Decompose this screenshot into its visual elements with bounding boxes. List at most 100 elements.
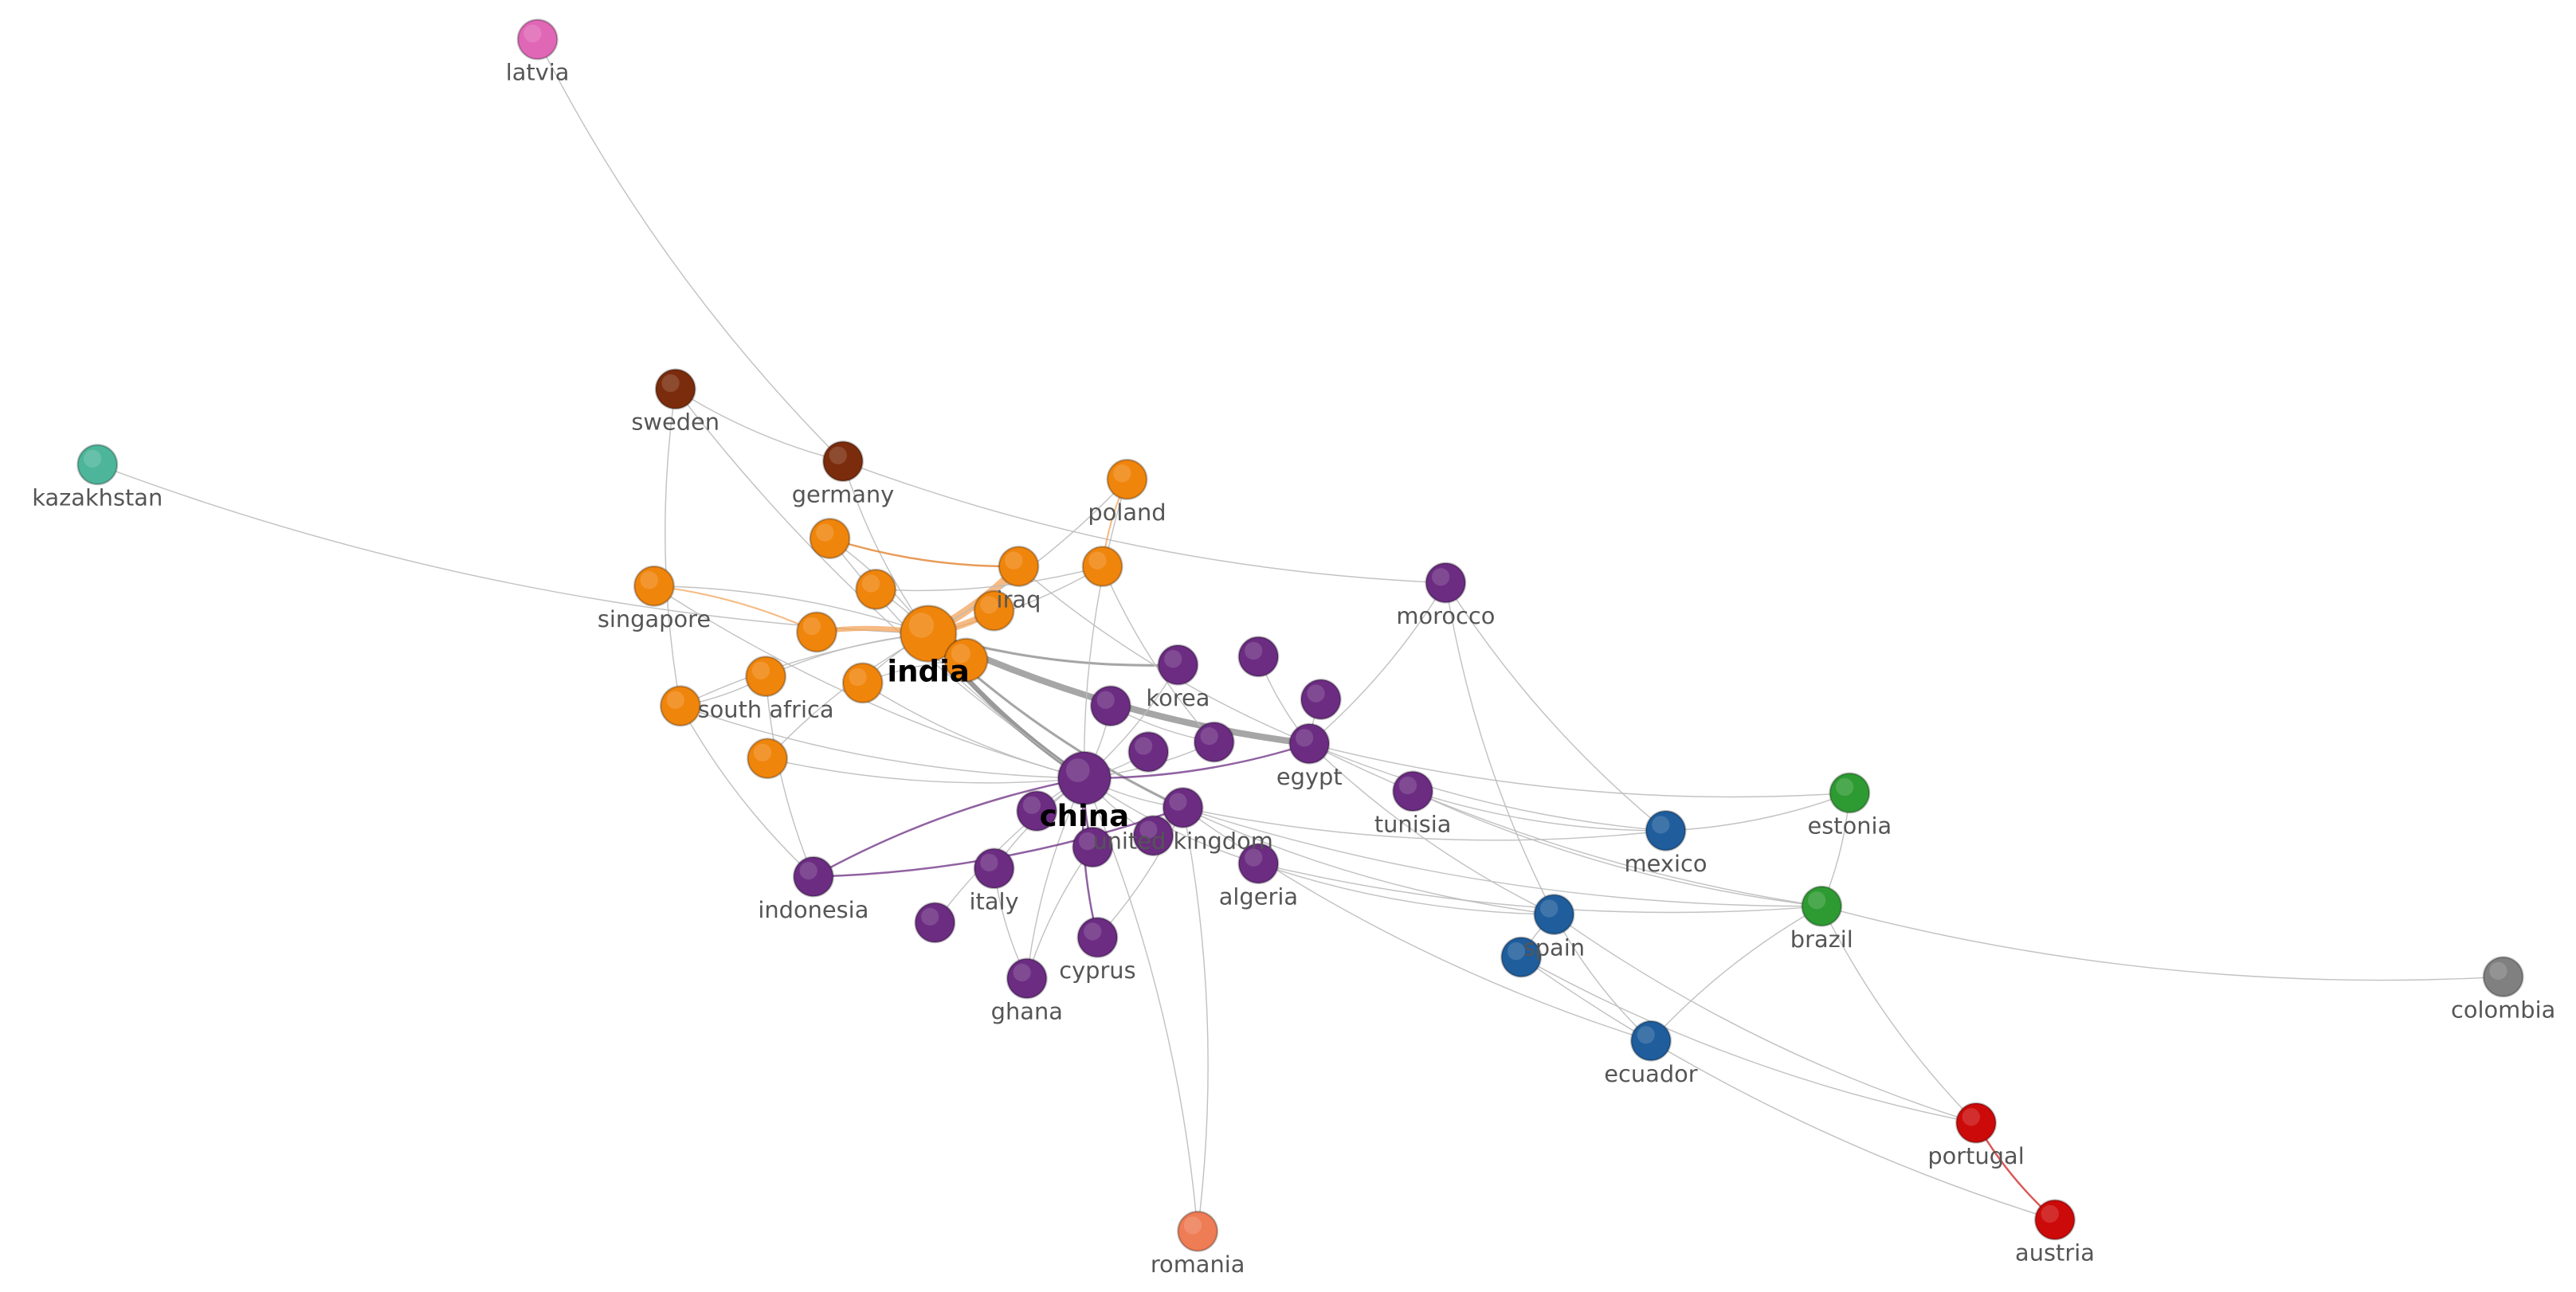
node-label: singapore [598, 605, 711, 632]
node [1076, 916, 1119, 958]
node [747, 738, 789, 780]
node-shine [799, 862, 817, 880]
node [1955, 1102, 1998, 1144]
node-shine [1096, 691, 1115, 709]
node [1829, 772, 1871, 814]
edge [829, 537, 1019, 568]
node-label: italy [970, 888, 1019, 915]
node [914, 902, 956, 944]
node-shine [980, 853, 998, 871]
node-shine [1962, 1108, 1981, 1126]
edge [680, 632, 929, 707]
node-shine [1200, 727, 1218, 746]
edge [813, 777, 1085, 878]
node-label: india [887, 655, 969, 689]
node-shine [1836, 777, 1854, 797]
node-label: romania [1151, 1251, 1245, 1278]
node-label: latvia [506, 59, 570, 86]
edges [97, 39, 2503, 1231]
edge [1520, 956, 2056, 1221]
node-shine [1169, 793, 1187, 811]
edge [842, 460, 1446, 584]
node [796, 611, 837, 653]
node-shine [1398, 776, 1417, 795]
node-shine [1005, 551, 1023, 570]
node-label: germany [792, 480, 895, 507]
node-shine [753, 743, 772, 761]
node-shine [921, 907, 939, 926]
node [1127, 730, 1170, 773]
node [2034, 1199, 2076, 1241]
node-label: kazakhstan [32, 484, 163, 511]
node-shine [1295, 729, 1314, 747]
node [2482, 956, 2524, 998]
edge [934, 777, 1085, 923]
edge [1084, 742, 1310, 780]
node-shine [2489, 961, 2507, 980]
node-label: egypt [1276, 763, 1343, 790]
node-shine [1808, 891, 1826, 910]
node-shine [1088, 551, 1107, 570]
node [1645, 809, 1687, 852]
node-shine [802, 617, 821, 636]
node [998, 546, 1040, 588]
node-label: colombia [2451, 996, 2555, 1024]
node-shine [751, 661, 770, 679]
edge [1101, 566, 1215, 743]
edge [653, 585, 817, 633]
node [516, 18, 559, 61]
edge [876, 566, 1103, 592]
node-shine [640, 571, 658, 589]
nodes [76, 18, 2524, 1252]
node [1533, 894, 1575, 935]
node-label: austria [2015, 1239, 2095, 1267]
node [1300, 679, 1342, 720]
node-shine [1637, 1026, 1655, 1044]
edge [1182, 807, 1822, 907]
node-label: sweden [631, 409, 719, 436]
node-shine [1540, 899, 1559, 918]
node [1162, 787, 1204, 828]
edge [1665, 792, 1850, 832]
node-shine [666, 691, 684, 709]
edge [1309, 742, 1850, 798]
edge [1182, 807, 1666, 841]
node [1801, 885, 1843, 927]
node-label: mexico [1625, 850, 1708, 877]
node-shine [1432, 568, 1450, 586]
node-label: poland [1088, 499, 1166, 526]
node [1016, 790, 1058, 832]
node [1157, 644, 1199, 686]
node-shine [1135, 737, 1153, 755]
node-shine [2041, 1204, 2059, 1223]
edge [1520, 956, 1977, 1124]
node-shine [1245, 641, 1263, 660]
edge [680, 705, 814, 878]
node-shine [1139, 820, 1158, 839]
node-shine [1084, 922, 1102, 941]
node [745, 656, 787, 698]
node-label: tunisia [1374, 811, 1452, 838]
node-shine [980, 596, 998, 614]
edge [1182, 807, 1209, 1231]
node-shine [861, 574, 880, 593]
edge [1258, 863, 1555, 915]
node [809, 518, 851, 559]
edge [665, 389, 681, 707]
edge [1445, 582, 1555, 915]
node-label: ghana [991, 998, 1063, 1025]
node [1057, 750, 1112, 806]
edge [1445, 582, 1666, 832]
node-shine [1022, 796, 1041, 814]
node [1425, 562, 1467, 604]
node-label: algeria [1219, 883, 1298, 910]
node [633, 565, 675, 607]
edge [1821, 905, 2503, 981]
node [1288, 722, 1331, 765]
edge [675, 388, 844, 462]
node [1132, 815, 1174, 857]
node-shine [1078, 832, 1097, 851]
node-label: south africa [698, 695, 834, 722]
node [841, 662, 884, 704]
